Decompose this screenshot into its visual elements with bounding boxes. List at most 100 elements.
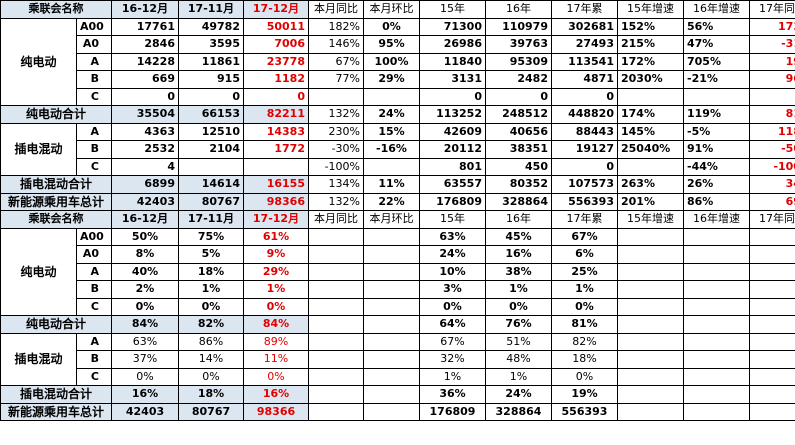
total-cell[interactable] [363,402,420,421]
value-cell[interactable]: 40656 [485,122,552,141]
header-col[interactable]: 17年累 [551,0,618,19]
total-cell[interactable]: 18% [178,385,244,404]
value-cell[interactable] [683,262,750,281]
value-cell[interactable] [178,157,244,176]
value-cell[interactable]: 49782 [178,17,244,36]
value-cell[interactable]: -50% [749,140,795,159]
value-cell[interactable]: 1% [243,280,309,299]
value-cell[interactable]: 0 [178,87,244,106]
value-cell[interactable]: 0 [111,87,179,106]
total-cell[interactable]: 107573 [551,175,618,194]
value-cell[interactable]: 0% [111,297,179,316]
value-cell[interactable]: 3595 [178,35,244,54]
total-cell[interactable]: 84% [243,315,309,334]
value-cell[interactable] [749,297,795,316]
value-cell[interactable] [749,245,795,264]
value-cell[interactable]: 20112 [419,140,486,159]
header-col[interactable]: 15年 [419,210,486,229]
value-cell[interactable]: -30% [308,140,364,159]
subclass-label[interactable]: A [76,52,112,71]
total-cell[interactable]: 98366 [243,402,309,421]
value-cell[interactable]: 32% [419,350,486,369]
total-cell[interactable]: 132% [308,105,364,124]
value-cell[interactable]: 11861 [178,52,244,71]
total-cell[interactable]: 328864 [485,402,552,421]
header-col[interactable]: 16年增速 [683,0,750,19]
value-cell[interactable]: 3131 [419,70,486,89]
value-cell[interactable]: 67% [419,332,486,351]
value-cell[interactable] [683,367,750,386]
total-cell[interactable]: 176809 [419,402,486,421]
total-cell[interactable] [749,402,795,421]
value-cell[interactable]: 88443 [551,122,618,141]
total-cell[interactable]: 80352 [485,175,552,194]
total-cell[interactable] [308,385,364,404]
value-cell[interactable]: 118% [749,122,795,141]
total-cell[interactable]: 132% [308,192,364,211]
value-cell[interactable]: 230% [308,122,364,141]
value-cell[interactable]: 8% [111,245,179,264]
subclass-label[interactable]: B [76,70,112,89]
value-cell[interactable] [308,262,364,281]
value-cell[interactable]: 10% [419,262,486,281]
total-cell[interactable]: 82211 [243,105,309,124]
subclass-label[interactable]: A00 [76,17,112,36]
value-cell[interactable] [683,245,750,264]
value-cell[interactable]: 1% [551,280,618,299]
header-name[interactable]: 乘联会名称 [0,0,112,19]
value-cell[interactable]: 19% [749,52,795,71]
total-cell[interactable] [749,315,795,334]
subclass-label[interactable]: A [76,332,112,351]
value-cell[interactable]: 1% [178,280,244,299]
value-cell[interactable] [363,367,420,386]
value-cell[interactable]: 0 [551,157,618,176]
value-cell[interactable]: 18% [551,350,618,369]
value-cell[interactable]: 50011 [243,17,309,36]
header-col[interactable]: 16-12月 [111,0,179,19]
value-cell[interactable]: 113541 [551,52,618,71]
header-col[interactable]: 17-11月 [178,210,244,229]
value-cell[interactable]: 61% [243,227,309,246]
value-cell[interactable]: 42609 [419,122,486,141]
total-cell[interactable]: 14614 [178,175,244,194]
subclass-label[interactable]: C [76,297,112,316]
value-cell[interactable]: 1% [485,280,552,299]
header-col[interactable]: 17-11月 [178,0,244,19]
total-cell[interactable]: 556393 [551,402,618,421]
total-cell[interactable]: 64% [419,315,486,334]
value-cell[interactable]: 14% [178,350,244,369]
total-cell[interactable]: 24% [485,385,552,404]
value-cell[interactable] [683,227,750,246]
category-phev[interactable]: 插电混动 [0,122,77,176]
value-cell[interactable]: 25040% [617,140,684,159]
value-cell[interactable] [749,367,795,386]
value-cell[interactable] [308,245,364,264]
value-cell[interactable]: 2% [111,280,179,299]
value-cell[interactable]: 45% [485,227,552,246]
total-cell[interactable] [308,315,364,334]
value-cell[interactable]: 0% [363,17,420,36]
value-cell[interactable] [308,332,364,351]
total-cell[interactable]: 176809 [419,192,486,211]
total-cell[interactable]: 80767 [178,402,244,421]
total-cell[interactable]: 80767 [178,192,244,211]
value-cell[interactable]: 48% [485,350,552,369]
value-cell[interactable]: 14383 [243,122,309,141]
value-cell[interactable]: 0% [419,297,486,316]
value-cell[interactable]: 29% [243,262,309,281]
value-cell[interactable]: 12510 [178,122,244,141]
value-cell[interactable]: 50% [111,227,179,246]
value-cell[interactable]: 38351 [485,140,552,159]
value-cell[interactable]: 11840 [419,52,486,71]
total-cell[interactable]: 86% [683,192,750,211]
total-cell[interactable]: 174% [617,105,684,124]
total-cell[interactable] [363,315,420,334]
value-cell[interactable] [749,87,795,106]
value-cell[interactable]: 2846 [111,35,179,54]
header-col[interactable]: 本月同比 [308,0,364,19]
value-cell[interactable]: 96% [749,70,795,89]
total-cell[interactable] [308,402,364,421]
value-cell[interactable]: 89% [243,332,309,351]
value-cell[interactable] [749,280,795,299]
total-cell[interactable]: 34% [749,175,795,194]
